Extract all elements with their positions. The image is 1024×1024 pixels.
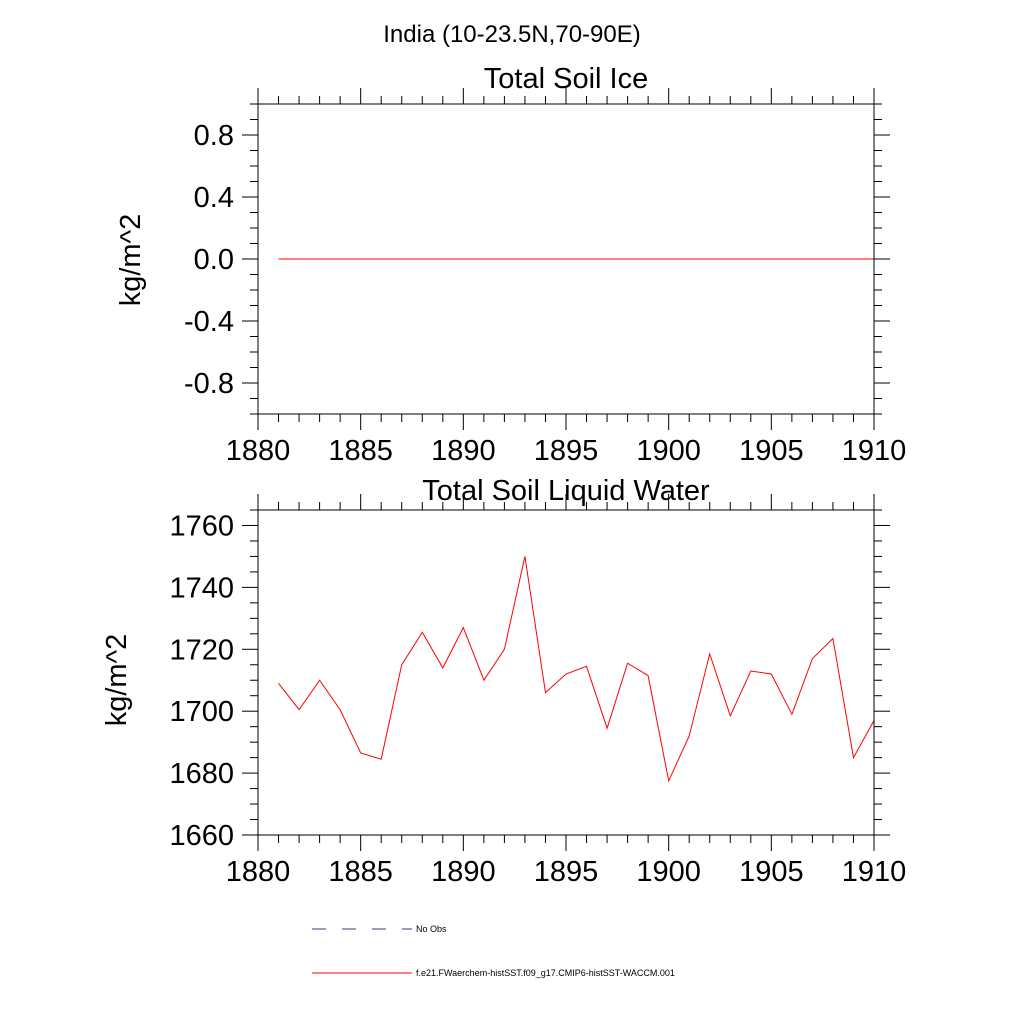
soil-ice-xtick-label: 1885 <box>328 435 393 467</box>
soil-liquid-water-ylabel: kg/m^2 <box>101 634 133 727</box>
soil-liquid-water-xtick-label: 1880 <box>226 856 291 888</box>
soil-liquid-water-xtick-label: 1890 <box>431 856 496 888</box>
soil-liquid-water-ytick-label: 1680 <box>169 758 234 790</box>
soil-ice-ytick-label: 0.8 <box>194 120 234 152</box>
soil-ice-ytick-label: -0.8 <box>184 368 234 400</box>
soil-liquid-water-ytick-label: 1660 <box>169 820 234 852</box>
figure-title: India (10-23.5N,70-90E) <box>383 21 640 48</box>
soil-liquid-water-ytick-label: 1700 <box>169 696 234 728</box>
legend: No Obs f.e21.FWaerchem-histSST.f09_g17.C… <box>312 924 675 978</box>
legend-obs-label: No Obs <box>416 924 447 934</box>
soil-liquid-water-xtick-label: 1905 <box>739 856 804 888</box>
soil-liquid-water-series <box>278 556 875 783</box>
soil-liquid-water-xtick-label: 1895 <box>534 856 599 888</box>
soil-ice-plot-frame <box>257 103 875 415</box>
soil-liquid-water-series-line <box>278 556 875 783</box>
soil-liquid-water-xtick-label: 1885 <box>328 856 393 888</box>
legend-model-label: f.e21.FWaerchem-histSST.f09_g17.CMIP6-hi… <box>416 968 675 978</box>
soil-liquid-water-plot-frame <box>257 509 875 836</box>
soil-ice-xtick-label: 1910 <box>842 435 907 467</box>
soil-ice-xtick-label: 1895 <box>534 435 599 467</box>
soil-ice-ticks: 1880 1885 1890 1895 1900 1905 1910 0.8 0.4 0.0 -0.… <box>184 88 906 467</box>
soil-ice-ylabel: kg/m^2 <box>115 214 147 307</box>
soil-ice-xtick-label: 1900 <box>636 435 701 467</box>
soil-liquid-water-ytick-label: 1760 <box>169 510 234 542</box>
soil-ice-panel: Total Soil Ice kg/m^2 1880 1885 1890 1895 19… <box>115 63 906 467</box>
soil-liquid-water-xtick-label: 1900 <box>636 856 701 888</box>
soil-ice-xtick-label: 1890 <box>431 435 496 467</box>
soil-ice-ytick-label: -0.4 <box>184 306 234 338</box>
soil-ice-xtick-label: 1905 <box>739 435 804 467</box>
soil-liquid-water-ytick-label: 1740 <box>169 572 234 604</box>
soil-liquid-water-ytick-label: 1720 <box>169 634 234 666</box>
soil-ice-ytick-label: 0.0 <box>194 244 234 276</box>
soil-liquid-water-ticks: 1880 1885 1890 1895 1900 1905 1910 1760 1740 1720… <box>169 494 906 888</box>
soil-liquid-water-panel: Total Soil Liquid Water kg/m^2 1880 1885 1… <box>101 475 906 888</box>
soil-ice-ytick-label: 0.4 <box>194 182 234 214</box>
soil-liquid-water-xtick-label: 1910 <box>842 856 907 888</box>
soil-ice-xtick-label: 1880 <box>226 435 291 467</box>
